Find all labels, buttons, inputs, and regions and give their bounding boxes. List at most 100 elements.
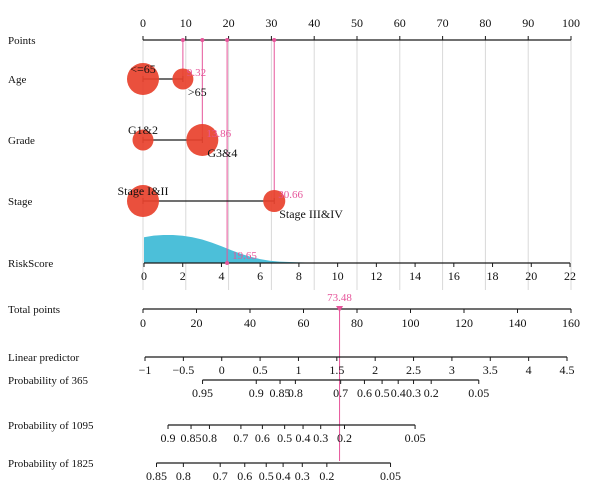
row-label: Points xyxy=(8,35,36,47)
probability-tick-label: 0.7 xyxy=(233,431,248,445)
points-tick-label: 80 xyxy=(479,16,491,30)
probability-tick-label: 0.8 xyxy=(176,469,191,483)
totalpoints-marker xyxy=(336,306,344,312)
category-bubble xyxy=(263,189,286,213)
points-tick-label: 20 xyxy=(223,16,235,30)
probability-tick-label: 0.05 xyxy=(380,469,401,483)
totalpoints-tick-label: 120 xyxy=(455,316,473,330)
category-bubble xyxy=(132,129,154,151)
category-bubble xyxy=(172,68,194,90)
points-tick-label: 50 xyxy=(351,16,363,30)
totalpoints-tick-label: 80 xyxy=(351,316,363,330)
points-marker xyxy=(225,38,230,42)
probability-tick-label: 0.3 xyxy=(313,431,328,445)
probability-tick-label: 0.85 xyxy=(270,386,291,400)
probability-tick-label: 0.7 xyxy=(213,469,228,483)
lp-tick-label: −0.5 xyxy=(172,363,194,377)
points-marker xyxy=(180,38,185,42)
probability-tick-label: 0.2 xyxy=(337,431,352,445)
totalpoints-tick-label: 20 xyxy=(191,316,203,330)
row-label: Probability of 1825 xyxy=(8,458,94,470)
category-label: Stage III&IV xyxy=(279,207,343,221)
probability-tick-label: 0.4 xyxy=(276,469,291,483)
probability-tick-label: 0.6 xyxy=(357,386,372,400)
totalpoints-tick-label: 60 xyxy=(298,316,310,330)
lp-tick-label: 0 xyxy=(219,363,225,377)
lp-tick-label: 3 xyxy=(449,363,455,377)
riskscore-tick-label: 16 xyxy=(448,269,460,283)
riskscore-density xyxy=(144,235,570,263)
riskscore-tick-label: 18 xyxy=(487,269,499,283)
density-layer xyxy=(144,235,570,263)
riskscore-tick-label: 2 xyxy=(180,269,186,283)
probability-tick-label: 0.5 xyxy=(277,431,292,445)
row-label: Age xyxy=(8,74,26,86)
points-tick-label: 60 xyxy=(394,16,406,30)
probability-tick-label: 0.3 xyxy=(295,469,310,483)
selected-value-label: 9.32 xyxy=(187,67,206,79)
points-tick-label: 70 xyxy=(437,16,449,30)
riskscore-tick-label: 22 xyxy=(564,269,576,283)
riskscore-tick-label: 6 xyxy=(257,269,263,283)
riskscore-tick-label: 10 xyxy=(332,269,344,283)
row-label: Grade xyxy=(8,135,35,147)
probability-tick-label: 0.6 xyxy=(237,469,252,483)
lp-tick-label: −1 xyxy=(139,363,152,377)
category-label: >65 xyxy=(188,85,207,99)
points-tick-label: 40 xyxy=(308,16,320,30)
points-tick-label: 30 xyxy=(265,16,277,30)
probability-tick-label: 0.95 xyxy=(192,386,213,400)
riskscore-tick-label: 20 xyxy=(525,269,537,283)
probability-tick-label: 0.05 xyxy=(405,431,426,445)
riskscore-selected-point xyxy=(225,261,230,265)
category-bubble xyxy=(127,63,159,95)
probability-tick-label: 0.2 xyxy=(319,469,334,483)
probability-tick-label: 0.7 xyxy=(333,386,348,400)
row-label: Probability of 365 xyxy=(8,375,89,387)
lp-tick-label: 1.5 xyxy=(329,363,344,377)
points-tick-label: 10 xyxy=(180,16,192,30)
points-tick-label: 100 xyxy=(562,16,580,30)
points-marker xyxy=(200,38,205,42)
category-label: <=65 xyxy=(130,62,156,76)
selected-value-label: 73.48 xyxy=(327,292,352,304)
lp-tick-label: 2 xyxy=(372,363,378,377)
selected-value-label: 30.66 xyxy=(278,189,303,201)
riskscore-tick-label: 4 xyxy=(218,269,224,283)
riskscore-tick-label: 0 xyxy=(141,269,147,283)
probability-tick-label: 0.8 xyxy=(202,431,217,445)
probability-tick-label: 0.9 xyxy=(249,386,264,400)
lp-tick-label: 4.5 xyxy=(560,363,575,377)
probability-tick-label: 0.6 xyxy=(255,431,270,445)
probability-tick-label: 0.5 xyxy=(259,469,274,483)
probability-tick-label: 0.5 xyxy=(375,386,390,400)
points-marker xyxy=(272,38,277,42)
probability-tick-label: 0.4 xyxy=(391,386,406,400)
probability-tick-label: 0.9 xyxy=(161,431,176,445)
riskscore-tick-label: 8 xyxy=(296,269,302,283)
category-bubble xyxy=(186,124,219,156)
row-label: Stage xyxy=(8,196,33,208)
row-label: Total points xyxy=(8,304,60,316)
category-label: Stage I&II xyxy=(118,184,169,198)
probability-tick-label: 0.05 xyxy=(468,386,489,400)
totalpoints-tick-label: 0 xyxy=(140,316,146,330)
riskscore-tick-label: 12 xyxy=(370,269,382,283)
marks-layer xyxy=(127,38,344,312)
category-label: G3&4 xyxy=(207,146,237,160)
selected-value-label: 13.86 xyxy=(206,128,231,140)
totalpoints-tick-label: 40 xyxy=(244,316,256,330)
totalpoints-tick-label: 160 xyxy=(562,316,580,330)
totalpoints-tick-label: 100 xyxy=(402,316,420,330)
probability-tick-label: 0.8 xyxy=(288,386,303,400)
points-tick-label: 0 xyxy=(140,16,146,30)
row-label: Linear predictor xyxy=(8,352,79,364)
points-tick-label: 90 xyxy=(522,16,534,30)
probability-tick-label: 0.85 xyxy=(146,469,167,483)
category-label: G1&2 xyxy=(128,123,158,137)
text-layer: 0 10 20 30 40 50 60 70 80 90 100PointsAgeGradeStag… xyxy=(8,16,580,483)
riskscore-tick-label: 14 xyxy=(409,269,421,283)
probability-tick-label: 0.4 xyxy=(296,431,311,445)
row-label: Probability of 1095 xyxy=(8,420,94,432)
